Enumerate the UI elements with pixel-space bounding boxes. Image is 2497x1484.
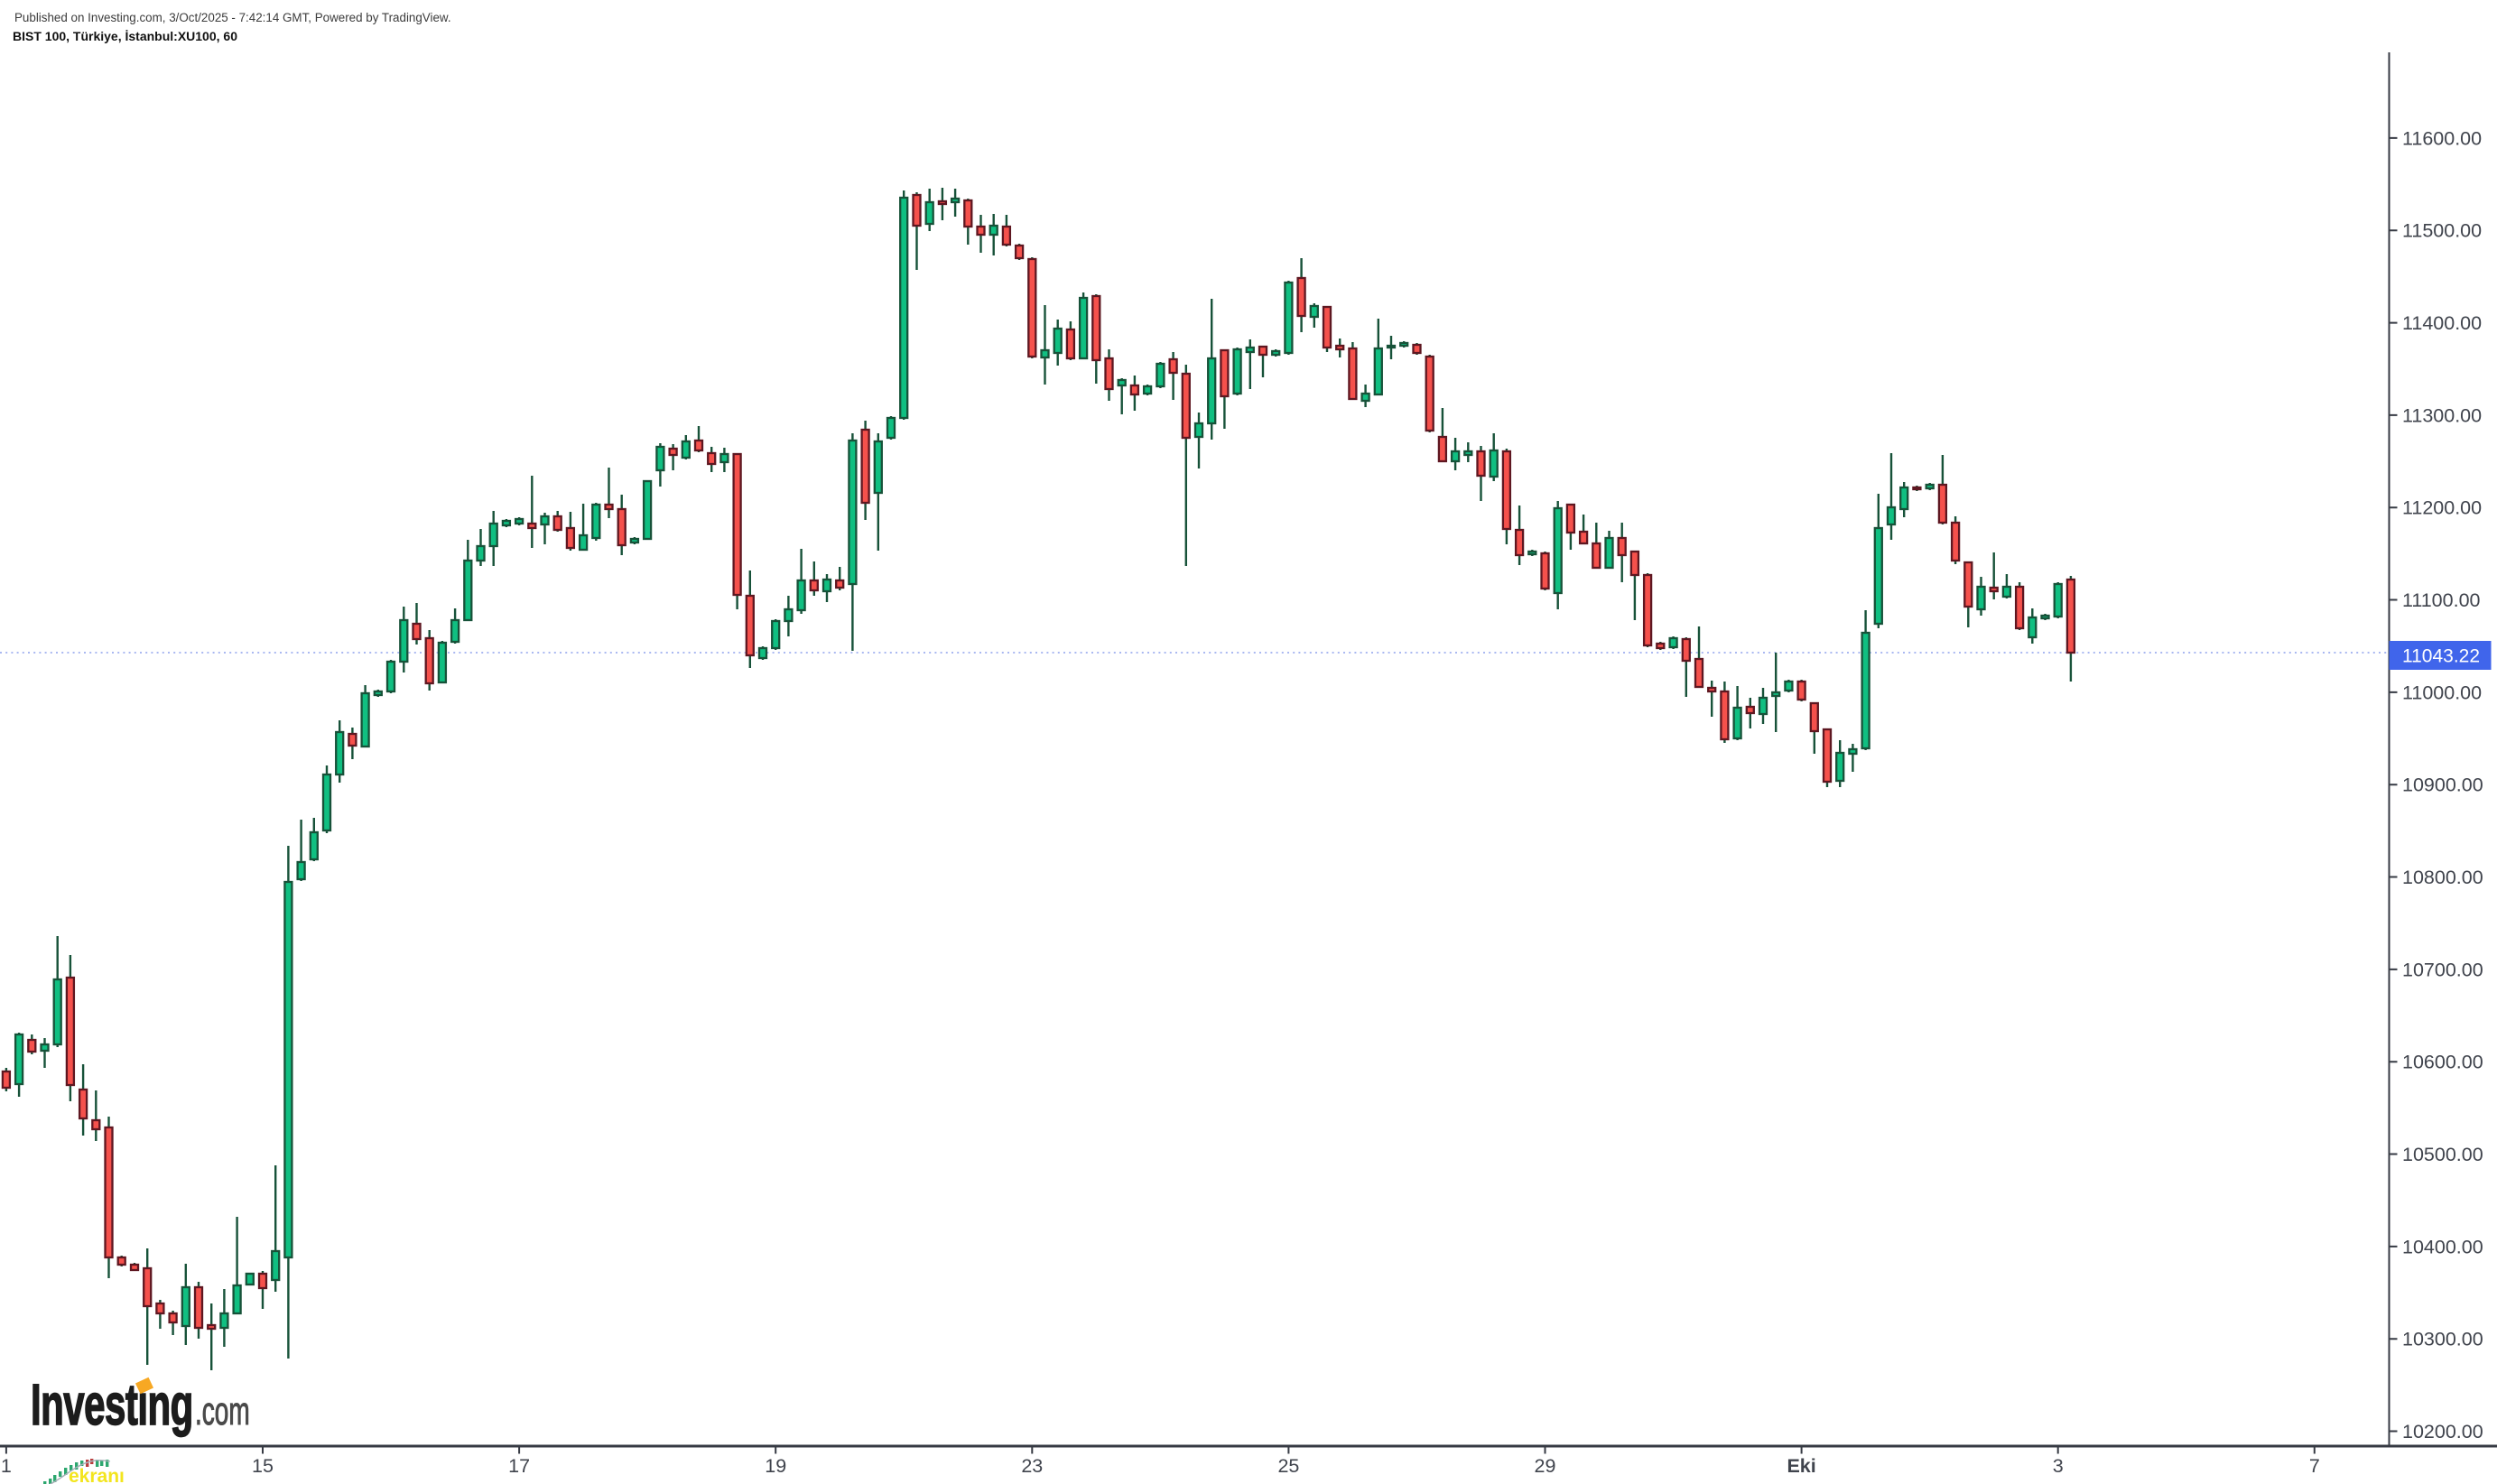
svg-text:11100.00: 11100.00 — [2402, 589, 2481, 611]
svg-text:10400.00: 10400.00 — [2402, 1236, 2483, 1257]
svg-text:10800.00: 10800.00 — [2402, 867, 2483, 888]
svg-text:10200.00: 10200.00 — [2402, 1421, 2483, 1442]
svg-text:BIST 100, Türkiye, İstanbul:XU: BIST 100, Türkiye, İstanbul:XU100, 60 — [13, 29, 237, 43]
svg-text:29: 29 — [1535, 1455, 1556, 1477]
svg-text:7: 7 — [2309, 1455, 2320, 1477]
svg-text:Published on Investing.com, 3/: Published on Investing.com, 3/Oct/2025 -… — [14, 11, 451, 24]
svg-text:10500.00: 10500.00 — [2402, 1144, 2483, 1165]
svg-text:15: 15 — [252, 1455, 274, 1477]
svg-text:11300.00: 11300.00 — [2402, 404, 2482, 426]
svg-text:Eki: Eki — [1787, 1455, 1815, 1477]
svg-text:11500.00: 11500.00 — [2402, 220, 2482, 242]
svg-text:19: 19 — [765, 1455, 786, 1477]
svg-text:10700.00: 10700.00 — [2402, 959, 2483, 980]
svg-text:11400.00: 11400.00 — [2402, 312, 2482, 334]
svg-text:11200.00: 11200.00 — [2402, 497, 2482, 519]
svg-text:25: 25 — [1277, 1455, 1299, 1477]
svg-text:10900.00: 10900.00 — [2402, 774, 2483, 796]
svg-text:10600.00: 10600.00 — [2402, 1052, 2483, 1073]
svg-text:1: 1 — [1, 1455, 12, 1477]
svg-text:3: 3 — [2053, 1455, 2064, 1477]
svg-text:11043.22: 11043.22 — [2402, 646, 2480, 667]
svg-text:ekranı: ekranı — [69, 1466, 125, 1484]
svg-text:Investing: Investing — [31, 1372, 193, 1437]
svg-text:.com: .com — [195, 1389, 250, 1433]
svg-text:11000.00: 11000.00 — [2402, 682, 2482, 703]
svg-text:23: 23 — [1021, 1455, 1043, 1477]
svg-text:17: 17 — [508, 1455, 530, 1477]
svg-text:10300.00: 10300.00 — [2402, 1329, 2483, 1350]
svg-text:11600.00: 11600.00 — [2402, 127, 2482, 149]
